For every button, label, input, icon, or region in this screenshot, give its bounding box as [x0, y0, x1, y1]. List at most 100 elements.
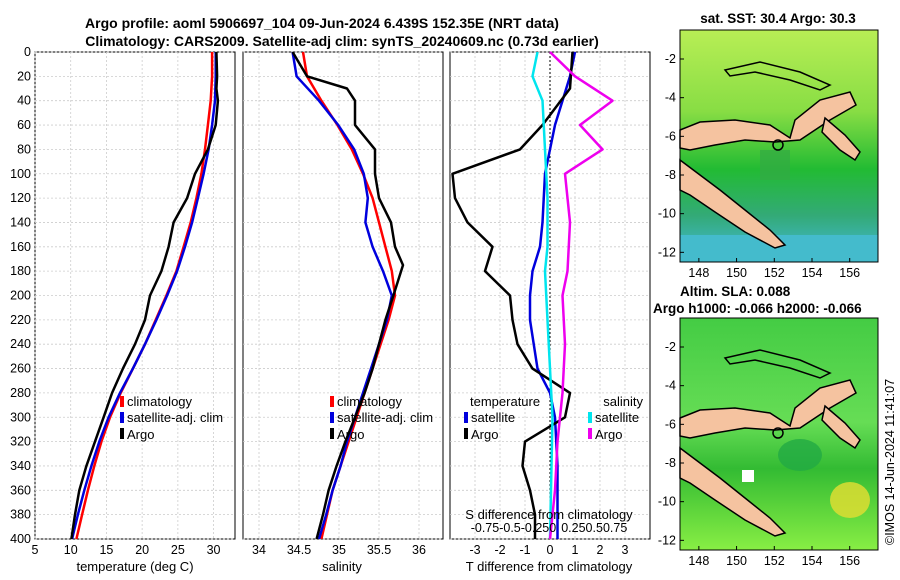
x2-tick-label: -0.75 — [471, 521, 500, 535]
x-tick-label: 36 — [412, 543, 426, 557]
difference-x2label: S difference from climatology — [465, 507, 633, 522]
map-y-tick-label: -10 — [658, 495, 676, 509]
series-line-satellite-adj-clim — [291, 51, 394, 540]
series-line-argo — [291, 51, 405, 540]
series-line-satellite-adj-clim — [70, 52, 217, 540]
legend-swatch-argo — [330, 428, 334, 439]
y-tick-label: 340 — [10, 459, 31, 473]
y-tick-label: 380 — [10, 508, 31, 522]
map-y-tick-label: -12 — [658, 245, 676, 259]
y-tick-label: 120 — [10, 191, 31, 205]
series-line-t-argo — [451, 51, 574, 539]
y-tick-label: 60 — [17, 118, 31, 132]
x-tick-label: 20 — [135, 543, 149, 557]
map-y-tick-label: -8 — [665, 168, 676, 182]
series-line-s-satellite — [531, 51, 554, 540]
difference-panel: -3 -2 -1 0 1 2 3 T difference from climatology… — [449, 51, 651, 574]
map-x-tick-label: 152 — [764, 266, 785, 280]
y-tick-label: 180 — [10, 264, 31, 278]
map-x-tick-label: 150 — [726, 266, 747, 280]
x-tick-label: 0 — [547, 543, 554, 557]
coast-new-ireland — [723, 61, 832, 91]
y-tick-label: 260 — [10, 362, 31, 376]
series-line-s-argo — [548, 51, 614, 540]
map-x-tick-label: 148 — [688, 554, 709, 568]
difference-xlabel: T difference from climatology — [466, 559, 633, 574]
sla-low — [778, 439, 822, 471]
x-tick-label: -2 — [494, 543, 505, 557]
salinity-legend: climatology satellite-adj. clim Argo — [330, 394, 433, 442]
y-tick-label: 220 — [10, 313, 31, 327]
x2-tick-label: 0.75 — [603, 521, 627, 535]
x2-tick-label: 0.25 — [561, 521, 585, 535]
legend-swatch-s-satellite — [588, 412, 592, 423]
legend-swatch-climatology — [120, 396, 124, 407]
map-y-tick-label: -10 — [658, 207, 676, 221]
map-x-tick-label: 148 — [688, 266, 709, 280]
title-line2: Climatology: CARS2009. Satellite-adj cli… — [85, 33, 599, 49]
map-x-tick-label: 152 — [764, 554, 785, 568]
map-y-tick-label: -4 — [665, 379, 676, 393]
sst-map-panel: sat. SST: 30.4 Argo: 30.3 148 150 152 154 15… — [658, 11, 879, 280]
map-y-tick-label: -6 — [665, 129, 676, 143]
x-tick-label: 25 — [171, 543, 185, 557]
sla-map-title2: Argo h1000: -0.066 h2000: -0.066 — [653, 301, 862, 316]
x-tick-label: 2 — [597, 543, 604, 557]
legend-t-argo: Argo — [471, 427, 498, 442]
legend-argo: Argo — [337, 427, 364, 442]
x2-tick-label: 0.5 — [586, 521, 603, 535]
legend-swatch-s-argo — [588, 428, 592, 439]
map-y-tick-label: -2 — [665, 340, 676, 354]
legend-climatology: climatology — [127, 394, 193, 409]
legend-satellite: satellite-adj. clim — [337, 410, 433, 425]
series-line-argo — [70, 51, 220, 540]
x-tick-label: 15 — [99, 543, 113, 557]
x-tick-label: 34 — [252, 543, 266, 557]
map-y-tick-label: -4 — [665, 91, 676, 105]
y-tick-label: 160 — [10, 240, 31, 254]
legend-argo: Argo — [127, 427, 154, 442]
x-tick-label: 34.5 — [287, 543, 311, 557]
temperature-legend: climatology satellite-adj. clim Argo — [120, 394, 223, 442]
legend-temperature-title: temperature — [470, 394, 540, 409]
map-y-tick-label: -6 — [665, 417, 676, 431]
legend-s-satellite: satellite — [595, 410, 639, 425]
legend-swatch-satellite — [120, 412, 124, 423]
imos-credit: ©IMOS 14-Jun-2024 11:41:07 — [883, 379, 897, 545]
legend-climatology: climatology — [337, 394, 403, 409]
y-tick-label: 140 — [10, 215, 31, 229]
temperature-panel: 0 20 40 60 80 100 120 140 160 180 200 220 240 260 280 3… — [10, 45, 236, 574]
y-tick-label: 80 — [17, 142, 31, 156]
map-x-tick-label: 154 — [802, 554, 823, 568]
sst-map-frame — [679, 29, 879, 263]
map-x-tick-label: 156 — [839, 266, 860, 280]
land-new-guinea — [679, 446, 787, 537]
sla-gap — [742, 470, 754, 482]
x-tick-label: -3 — [469, 543, 480, 557]
legend-swatch-satellite — [330, 412, 334, 423]
coast-new-ireland — [723, 349, 832, 379]
legend-satellite: satellite-adj. clim — [127, 410, 223, 425]
y-tick-label: 300 — [10, 410, 31, 424]
y-tick-label: 360 — [10, 483, 31, 497]
y-tick-label: 320 — [10, 435, 31, 449]
x2-tick-label: -0.25 — [521, 521, 550, 535]
map-x-tick-label: 150 — [726, 554, 747, 568]
argo-position-marker — [772, 427, 784, 439]
sst-patch — [760, 150, 790, 180]
x2-tick-label: -0.5 — [499, 521, 521, 535]
land-new-guinea — [679, 158, 787, 249]
legend-swatch-t-argo — [464, 428, 468, 439]
land-new-britain — [679, 91, 857, 151]
x-tick-label: 35.5 — [367, 543, 391, 557]
land-bougainville — [821, 116, 861, 162]
sla-map-title1: Altim. SLA: 0.088 — [680, 284, 791, 299]
legend-swatch-t-satellite — [464, 412, 468, 423]
x2-tick-labels: -0.75-0.5-0.250 0.250.50.75 — [471, 521, 628, 535]
x-tick-label: 1 — [572, 543, 579, 557]
y-tick-label: 0 — [24, 45, 31, 59]
map-y-tick-label: -2 — [665, 52, 676, 66]
x-tick-label: 3 — [622, 543, 629, 557]
x-tick-label: 10 — [64, 543, 78, 557]
